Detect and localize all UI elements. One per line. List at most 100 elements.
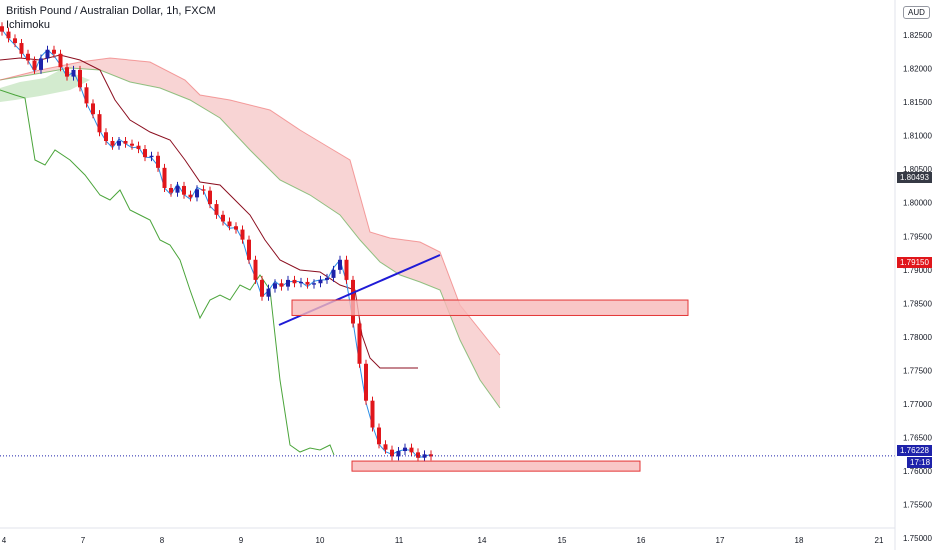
candle-body [169, 187, 173, 193]
candle-body [110, 141, 115, 146]
chikou-span [0, 89, 335, 456]
candle-body [357, 323, 362, 364]
candle-body [331, 269, 336, 278]
time-tick: 8 [160, 536, 165, 545]
candle-body [429, 454, 433, 457]
candle-body [39, 58, 43, 70]
candle-body [149, 155, 154, 158]
kumo-bull [0, 70, 90, 102]
candle-body [227, 221, 232, 227]
supply-zone [291, 299, 689, 316]
candle-body [344, 259, 349, 280]
candle-body [104, 132, 108, 142]
candle-body [247, 239, 251, 260]
candle-body [325, 277, 329, 280]
time-tick: 14 [478, 536, 487, 545]
drawings [0, 254, 895, 472]
senkou-span-b [0, 57, 501, 356]
candle-body [409, 447, 414, 453]
price-tick: 1.81000 [903, 132, 932, 141]
candle-body [156, 155, 160, 168]
candle-body [71, 69, 76, 77]
candle-body [136, 145, 141, 150]
last-close-tag: 1.80493 [897, 172, 932, 183]
candle-body [84, 87, 89, 104]
time-tick: 11 [395, 536, 404, 545]
candle-body [279, 283, 284, 287]
price-tick: 1.80000 [903, 199, 932, 208]
candle-body [0, 26, 4, 32]
candle-body [26, 53, 30, 61]
price-tick: 1.80500 [903, 165, 932, 174]
candle-body [45, 49, 50, 59]
candle-body [273, 283, 277, 289]
candle-body [234, 226, 238, 230]
candle-body [208, 190, 212, 205]
candle-body [364, 363, 368, 401]
candle-body [422, 454, 427, 458]
price-tick: 1.78500 [903, 299, 932, 308]
candle-body [286, 279, 290, 287]
candle-body [32, 60, 37, 70]
price-tick: 1.75500 [903, 501, 932, 510]
price-tick: 1.76000 [903, 467, 932, 476]
candle-body [91, 103, 95, 115]
candle-body [253, 259, 258, 280]
ichimoku-cloud [0, 57, 501, 409]
time-tick: 16 [637, 536, 646, 545]
candle-body [201, 189, 206, 191]
candle-body [260, 279, 264, 297]
candle-body [58, 53, 63, 68]
red-level-tag: 1.79150 [897, 257, 932, 268]
candle-body [266, 288, 271, 297]
candle-body [318, 279, 323, 284]
indicator-label[interactable]: Ichimoku [6, 19, 51, 31]
price-tick: 1.78000 [903, 333, 932, 342]
price-tick: 1.75000 [903, 534, 932, 543]
price-tick: 1.82500 [903, 31, 932, 40]
candle-body [240, 229, 245, 240]
candle-body [195, 189, 199, 198]
candle-body [123, 141, 128, 144]
price-tick: 1.76500 [903, 434, 932, 443]
countdown-tag: 17:18 [907, 457, 932, 468]
time-tick: 18 [795, 536, 804, 545]
current-price-tag: 1.76228 [897, 445, 932, 456]
candle-body [97, 114, 102, 133]
time-tick: 7 [81, 536, 86, 545]
candle-body [130, 143, 134, 146]
candle-body [214, 204, 219, 215]
candle-body [370, 400, 375, 428]
candle-body [416, 452, 420, 458]
candle-body [403, 447, 407, 452]
kumo-bear [0, 58, 500, 408]
candle-body [143, 149, 147, 158]
candle-body [390, 449, 394, 457]
candle-body [13, 38, 17, 44]
demand-zone [351, 460, 641, 472]
candle-body [175, 185, 180, 193]
candle-body [299, 281, 303, 284]
candle-body [312, 283, 316, 285]
candle-body [338, 259, 342, 270]
price-tick: 1.79000 [903, 266, 932, 275]
time-tick: 9 [239, 536, 244, 545]
price-tick: 1.82000 [903, 65, 932, 74]
candle-body [117, 141, 121, 146]
price-tick: 1.79500 [903, 232, 932, 241]
price-tick: 1.77500 [903, 366, 932, 375]
candle-body [6, 31, 11, 39]
time-tick: 15 [558, 536, 567, 545]
candle-body [65, 67, 69, 77]
candle-body [188, 194, 193, 198]
currency-button[interactable]: AUD [903, 6, 930, 19]
candle-body [292, 279, 297, 284]
candle-body [52, 49, 56, 54]
time-tick: 10 [316, 536, 325, 545]
candle-body [377, 427, 381, 445]
candle-body [162, 167, 167, 188]
candlesticks [0, 22, 433, 462]
senkou-span-a [0, 67, 501, 409]
